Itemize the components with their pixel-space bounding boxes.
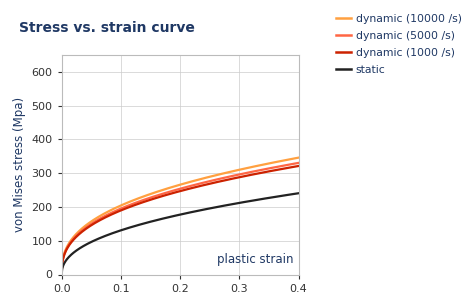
Text: plastic strain: plastic strain bbox=[218, 253, 294, 266]
dynamic (1000 /s) bbox=[214, 180, 220, 184]
dynamic (5000 /s) bbox=[145, 197, 151, 200]
dynamic (1000 /s) bbox=[59, 273, 64, 276]
Line: dynamic (1000 /s): dynamic (1000 /s) bbox=[62, 166, 299, 274]
dynamic (1000 /s) bbox=[296, 164, 301, 168]
dynamic (1000 /s) bbox=[118, 209, 123, 212]
Line: static: static bbox=[62, 193, 299, 274]
dynamic (5000 /s) bbox=[59, 273, 64, 276]
static bbox=[296, 192, 301, 195]
dynamic (5000 /s) bbox=[128, 203, 133, 206]
Line: dynamic (5000 /s): dynamic (5000 /s) bbox=[62, 163, 299, 274]
static bbox=[145, 221, 151, 224]
static bbox=[211, 206, 217, 209]
static bbox=[128, 225, 133, 229]
dynamic (1000 /s) bbox=[211, 181, 217, 185]
dynamic (1000 /s) bbox=[128, 205, 133, 209]
dynamic (10000 /s) bbox=[211, 174, 217, 178]
dynamic (5000 /s) bbox=[118, 207, 123, 210]
dynamic (5000 /s) bbox=[296, 161, 301, 165]
dynamic (10000 /s) bbox=[296, 156, 301, 160]
dynamic (10000 /s) bbox=[214, 173, 220, 177]
static bbox=[214, 205, 220, 209]
dynamic (10000 /s) bbox=[145, 193, 151, 197]
Text: Stress vs. strain curve: Stress vs. strain curve bbox=[19, 21, 195, 35]
dynamic (5000 /s) bbox=[255, 169, 261, 172]
Line: dynamic (10000 /s): dynamic (10000 /s) bbox=[62, 158, 299, 274]
static bbox=[59, 273, 64, 276]
dynamic (10000 /s) bbox=[59, 273, 64, 276]
dynamic (1000 /s) bbox=[145, 199, 151, 203]
static bbox=[118, 229, 123, 232]
dynamic (5000 /s) bbox=[214, 178, 220, 181]
static bbox=[255, 198, 261, 202]
Legend: dynamic (10000 /s), dynamic (5000 /s), dynamic (1000 /s), static: dynamic (10000 /s), dynamic (5000 /s), d… bbox=[334, 12, 464, 77]
dynamic (10000 /s) bbox=[255, 164, 261, 167]
dynamic (10000 /s) bbox=[128, 199, 133, 203]
dynamic (1000 /s) bbox=[255, 172, 261, 175]
dynamic (10000 /s) bbox=[118, 204, 123, 207]
Y-axis label: von Mises stress (Mpa): von Mises stress (Mpa) bbox=[13, 97, 26, 232]
dynamic (5000 /s) bbox=[211, 178, 217, 182]
